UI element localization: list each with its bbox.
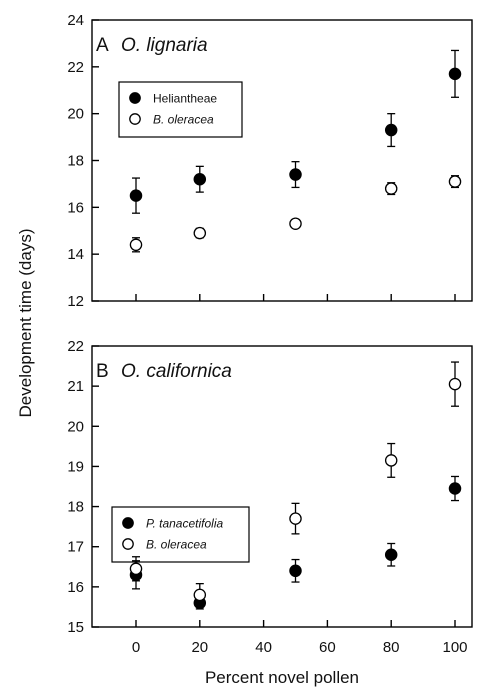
data-point bbox=[384, 182, 398, 195]
series-0 bbox=[129, 49, 462, 214]
x-tick-label: 100 bbox=[442, 639, 467, 656]
y-axis-title: Development time (days) bbox=[16, 229, 35, 418]
y-tick-label: 16 bbox=[67, 199, 84, 216]
y-tick-label: 14 bbox=[67, 246, 84, 263]
data-point bbox=[289, 217, 302, 230]
panel-species: O. lignaria bbox=[121, 35, 208, 56]
x-tick-label: 20 bbox=[191, 639, 208, 656]
data-point bbox=[289, 168, 302, 181]
legend-label: P. tanacetifolia bbox=[146, 517, 223, 531]
y-tick-label: 12 bbox=[67, 293, 84, 310]
x-tick-label: 60 bbox=[319, 639, 336, 656]
y-tick-label: 22 bbox=[67, 338, 84, 355]
plot-frame bbox=[91, 19, 473, 302]
legend: P. tanacetifolia B. oleracea bbox=[111, 506, 250, 563]
data-point bbox=[448, 67, 462, 81]
legend-marker bbox=[122, 538, 134, 550]
x-tick-label: 40 bbox=[255, 639, 272, 656]
y-tick-label: 18 bbox=[67, 153, 84, 170]
data-point bbox=[384, 454, 398, 467]
legend-marker bbox=[129, 113, 141, 125]
data-point bbox=[289, 564, 302, 578]
data-point bbox=[129, 562, 143, 576]
panel-letter: A bbox=[96, 35, 109, 56]
y-tick-label: 19 bbox=[67, 458, 84, 475]
legend-label: B. oleracea bbox=[146, 538, 207, 552]
legend: Heliantheae B. oleracea bbox=[118, 81, 243, 138]
series-1 bbox=[129, 175, 462, 253]
data-point bbox=[129, 238, 143, 252]
legend-label: Heliantheae bbox=[153, 92, 217, 106]
legend-box bbox=[118, 81, 243, 138]
data-point bbox=[129, 189, 143, 202]
y-tick-label: 24 bbox=[67, 12, 84, 29]
data-point bbox=[193, 588, 207, 602]
y-tick-label: 18 bbox=[67, 499, 84, 516]
series-1 bbox=[129, 361, 462, 607]
y-tick-label: 20 bbox=[67, 418, 84, 435]
y-tick-label: 22 bbox=[67, 59, 84, 76]
panel-species: O. californica bbox=[121, 361, 232, 382]
legend-label: B. oleracea bbox=[153, 113, 214, 127]
data-point bbox=[289, 512, 302, 525]
x-tick-label: 0 bbox=[132, 639, 140, 656]
data-point bbox=[193, 172, 207, 186]
y-tick-label: 16 bbox=[67, 579, 84, 596]
panel-b: 15 16 17 18 19 20 21 22 0 20 40 60 80 100 B O. californ… bbox=[67, 338, 473, 656]
panel-letter: B bbox=[96, 361, 109, 382]
x-axis-title: Percent novel pollen bbox=[205, 668, 359, 687]
data-point bbox=[384, 548, 398, 561]
data-point bbox=[448, 377, 462, 391]
x-tick-label: 80 bbox=[383, 639, 400, 656]
y-tick-label: 15 bbox=[67, 619, 84, 636]
data-point bbox=[193, 226, 207, 240]
data-point bbox=[448, 482, 462, 495]
legend-marker bbox=[129, 92, 141, 104]
data-point bbox=[384, 123, 398, 137]
panel-a: 12 14 16 18 20 22 24 A O. lignaria Heliantheae B. … bbox=[67, 12, 473, 310]
y-tick-label: 17 bbox=[67, 539, 84, 556]
y-tick-label: 21 bbox=[67, 378, 84, 395]
legend-box bbox=[111, 506, 250, 563]
data-point bbox=[448, 175, 462, 188]
plot-frame bbox=[91, 345, 473, 628]
legend-marker bbox=[122, 517, 134, 529]
y-tick-label: 20 bbox=[67, 106, 84, 123]
